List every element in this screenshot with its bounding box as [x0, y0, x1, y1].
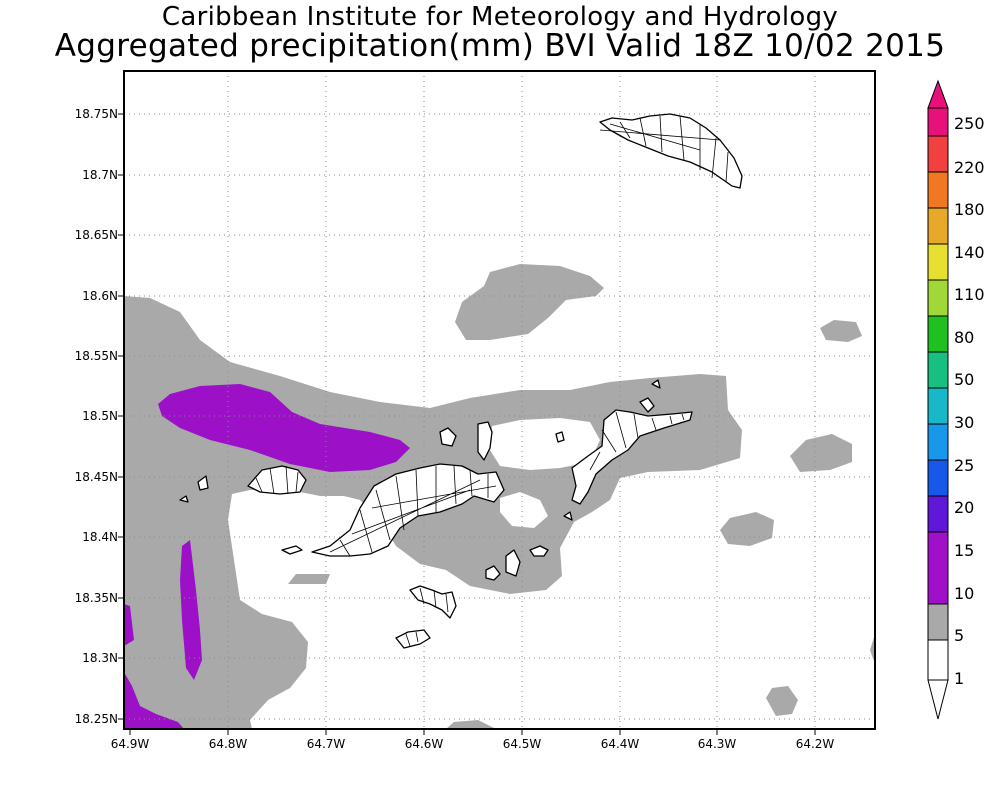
lat-label-18-35: 18.35N: [74, 591, 118, 605]
island-great-camanoe: [477, 421, 493, 461]
island-cooper: [485, 565, 501, 581]
island-district-lines: [255, 115, 729, 647]
colorbar-label-30: 30: [954, 413, 975, 432]
colorbar-label-250: 250: [954, 114, 985, 133]
colorbar-seg-grey: [928, 604, 948, 640]
axis-ticks: [118, 113, 816, 735]
island-jost-van-dyke: [247, 465, 307, 495]
island-peter: [395, 629, 431, 649]
colorbar-label-110: 110: [954, 285, 985, 304]
colorbar-seg-5: [928, 532, 948, 568]
colorbar-seg-50: [928, 316, 948, 352]
island-tortola: [311, 463, 505, 557]
lat-label-18-40: 18.4N: [82, 530, 118, 544]
lat-label-18-75: 18.75N: [74, 107, 118, 121]
precip-area-heavy-sw-top: [124, 604, 134, 646]
colorbar-seg-250: [928, 108, 948, 136]
colorbar-seg-80: [928, 280, 948, 316]
precip-area-heavy-west: [158, 384, 410, 472]
colorbar-label-1: 1: [954, 669, 965, 688]
colorbar-seg-140: [928, 208, 948, 244]
island-mosquito: [639, 397, 655, 413]
lon-label-64-7: 64.7W: [306, 737, 346, 751]
lat-label-18-25: 18.25N: [74, 712, 118, 726]
island-ginger: [505, 549, 521, 577]
precip-area-heavy-south: [180, 540, 202, 680]
precip-area-light-south: [766, 686, 798, 716]
colorbar-seg-1: [928, 568, 948, 604]
precip-area-light-se: [720, 512, 774, 546]
colorbar-label-5: 5: [954, 626, 965, 645]
island-outlines: [179, 113, 743, 649]
precip-area-light-ne: [820, 320, 862, 342]
colorbar-label-180: 180: [954, 200, 985, 219]
colorbar-seg-180: [928, 172, 948, 208]
lat-label-18-50: 18.5N: [82, 409, 118, 423]
map-title-institute: Caribbean Institute for Meteorology and …: [161, 2, 839, 32]
colorbar-seg-110: [928, 244, 948, 280]
colorbar-bottom-arrow: [927, 679, 949, 720]
colorbar-seg-30: [928, 352, 948, 388]
map-gridlines: [124, 71, 875, 729]
colorbar: [927, 79, 949, 720]
precip-area-light-east: [790, 434, 852, 472]
precip-hole-2: [500, 492, 548, 528]
lat-label-18-60: 18.6N: [82, 289, 118, 303]
colorbar-seg-25: [928, 388, 948, 424]
lon-label-64-3: 64.3W: [697, 737, 737, 751]
lat-label-18-30: 18.3N: [82, 651, 118, 665]
precip-hole-1: [490, 418, 600, 470]
colorbar-label-10: 10: [954, 584, 975, 603]
island-virgin-gorda: [571, 409, 693, 505]
colorbar-label-25: 25: [954, 456, 975, 475]
colorbar-label-15: 15: [954, 541, 975, 560]
colorbar-label-220: 220: [954, 158, 985, 177]
map-frame: [123, 70, 876, 730]
island-sandy-cay: [179, 495, 189, 503]
precip-area-light-bottom: [446, 720, 496, 729]
colorbar-label-20: 20: [954, 498, 975, 517]
colorbar-seg-220: [928, 136, 948, 172]
island-fallen-jerusalem: [529, 545, 549, 557]
precip-area-light-edge: [870, 634, 875, 664]
precip-area-heavy-sw-bottom: [124, 672, 184, 729]
island-scrub: [197, 475, 209, 491]
lon-label-64-4: 64.4W: [600, 737, 640, 751]
precip-area-light-north: [455, 264, 604, 340]
lat-label-18-55: 18.55N: [74, 349, 118, 363]
lon-label-64-6: 64.6W: [404, 737, 444, 751]
island-norman: [409, 585, 457, 619]
lon-label-64-2: 64.2W: [795, 737, 835, 751]
lon-label-64-5: 64.5W: [502, 737, 542, 751]
colorbar-seg-10: [928, 496, 948, 532]
island-anegada: [599, 113, 743, 189]
island-little-thatch: [281, 545, 303, 555]
colorbar-seg-white: [928, 640, 948, 680]
colorbar-label-80: 80: [954, 328, 975, 347]
island-necker: [651, 379, 661, 389]
colorbar-label-50: 50: [954, 370, 975, 389]
precipitation-fields: [124, 264, 875, 729]
lat-label-18-70: 18.7N: [82, 168, 118, 182]
island-dog: [563, 511, 573, 521]
colorbar-seg-15: [928, 460, 948, 496]
island-guana-group: [439, 427, 457, 447]
precip-area-light-small: [288, 574, 330, 584]
lon-label-64-9: 64.9W: [110, 737, 150, 751]
lat-label-18-65: 18.65N: [74, 228, 118, 242]
colorbar-top-arrow: [927, 79, 949, 109]
island-beef-east: [555, 431, 565, 443]
colorbar-seg-20: [928, 424, 948, 460]
colorbar-label-140: 140: [954, 243, 985, 262]
map-title-product: Aggregated precipitation(mm) BVI Valid 1…: [54, 28, 946, 64]
lon-label-64-8: 64.8W: [208, 737, 248, 751]
lat-label-18-45: 18.45N: [74, 470, 118, 484]
